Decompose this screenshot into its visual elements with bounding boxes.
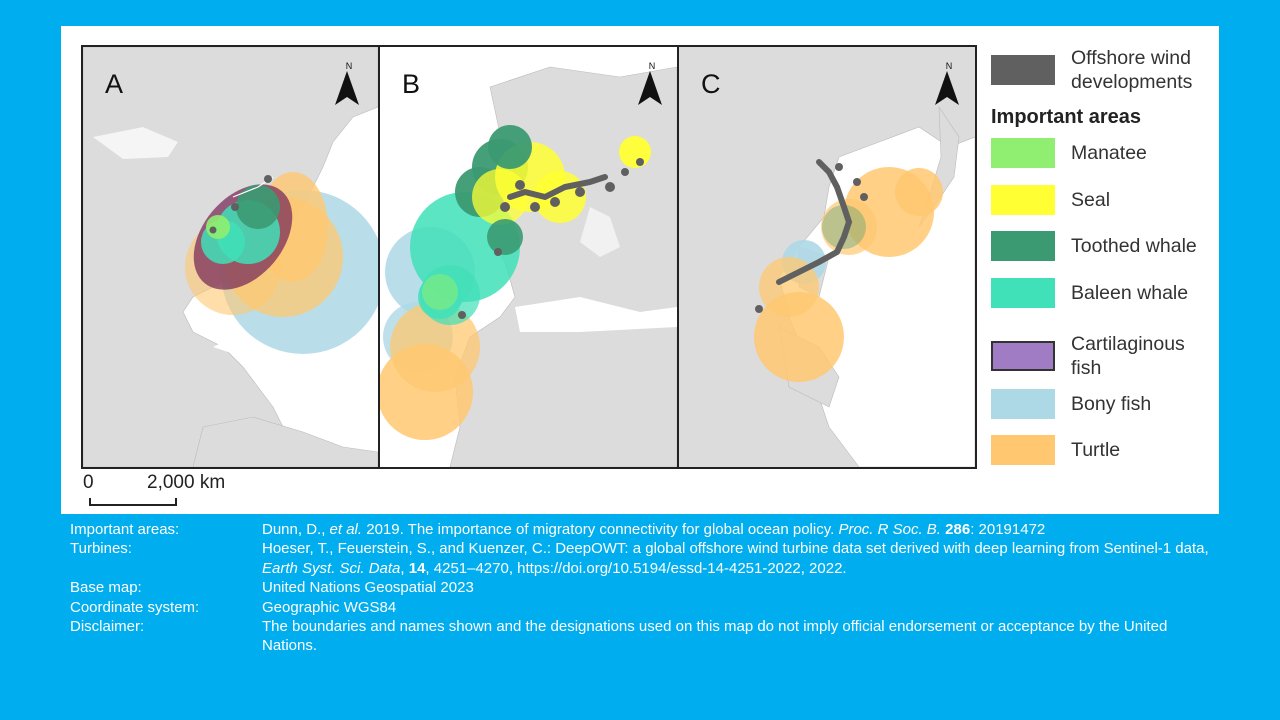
scale-bar: 0 2,000 km (83, 472, 263, 508)
map-credits: Important areas: Dunn, D., et al. 2019. … (70, 520, 1220, 656)
north-arrow-icon (335, 71, 359, 105)
map-c-graphic (679, 47, 975, 467)
map-figure: A N (61, 26, 1219, 514)
panel-label-a: A (105, 69, 124, 99)
legend-item: Baleen whale (991, 278, 1188, 308)
map-panel-c: C N (679, 47, 975, 467)
panel-divider (378, 47, 380, 467)
legend-item: Bony fish (991, 389, 1151, 419)
scale-bar-end: 2,000 km (147, 472, 226, 493)
legend-swatch (991, 138, 1055, 168)
scale-bar-start: 0 (83, 472, 94, 493)
legend-heading: Important areas (991, 106, 1142, 128)
credit-coordinate-system: Coordinate system: Geographic WGS84 (70, 598, 397, 616)
legend-swatch (991, 231, 1055, 261)
legend-swatch (991, 55, 1055, 85)
map-panels-frame: A N (81, 45, 977, 469)
credit-important-areas: Important areas: Dunn, D., et al. 2019. … (70, 521, 1046, 538)
legend-item-wind: Offshore wind developments (991, 46, 1221, 94)
panel-label-c: C (701, 69, 721, 99)
legend-item: Toothed whale (991, 231, 1197, 261)
legend-item: Manatee (991, 138, 1147, 168)
panel-label-b: B (402, 69, 421, 99)
map-panel-b: B N (380, 47, 677, 467)
credit-turbines: Turbines: Hoeser, T., Feuerstein, S., an… (70, 540, 1209, 577)
north-arrow-a: N (335, 61, 363, 113)
legend-item: Cartilaginous fish (991, 332, 1211, 380)
legend-item: Turtle (991, 435, 1120, 465)
map-b-graphic (380, 47, 677, 467)
legend-swatch (991, 389, 1055, 419)
map-a-graphic (83, 47, 378, 467)
north-arrow-icon (935, 71, 959, 105)
legend-item: Seal (991, 185, 1110, 215)
legend-swatch (991, 341, 1055, 371)
legend-swatch (991, 435, 1055, 465)
north-arrow-c: N (935, 61, 963, 113)
credit-disclaimer: Disclaimer: The boundaries and names sho… (70, 618, 1168, 655)
north-arrow-icon (638, 71, 662, 105)
legend-swatch (991, 278, 1055, 308)
north-arrow-b: N (638, 61, 666, 113)
panel-divider (677, 47, 679, 467)
map-panel-a: A N (83, 47, 378, 467)
scale-bar-line (89, 498, 177, 506)
legend-swatch (991, 185, 1055, 215)
credit-base-map: Base map: United Nations Geospatial 2023 (70, 579, 474, 597)
